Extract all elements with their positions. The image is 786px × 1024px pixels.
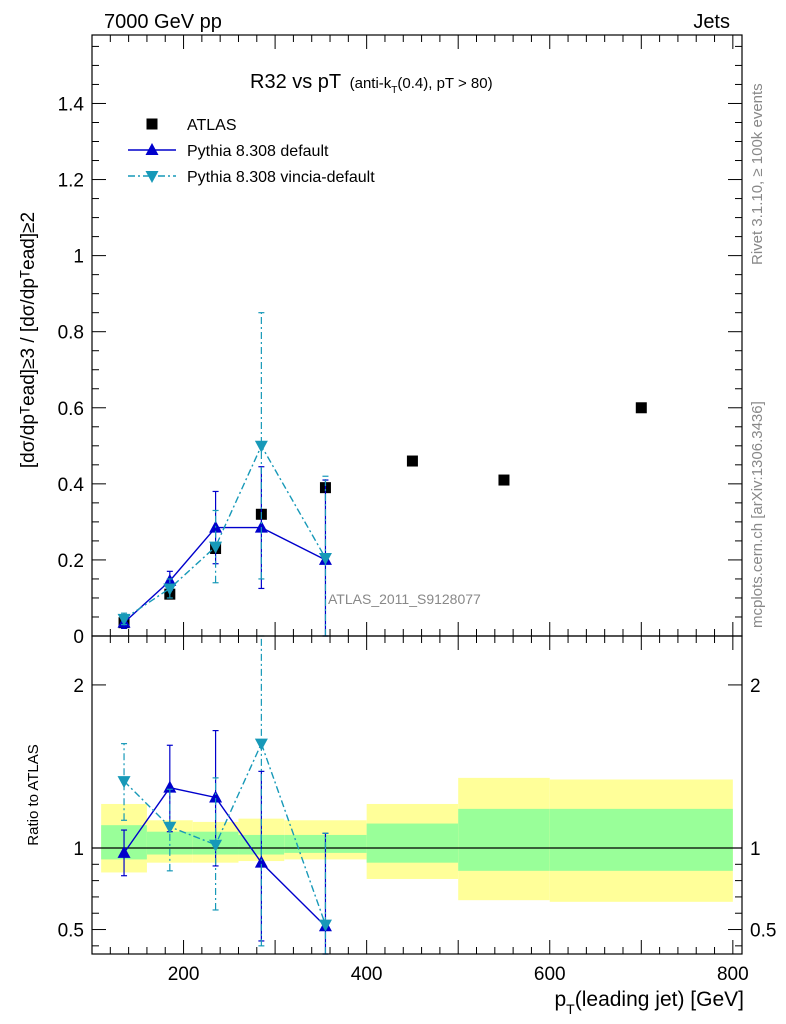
ratio-y-axis-label: Ratio to ATLAS [25, 744, 42, 845]
ratio-ytick-label-left-2: 2 [73, 676, 84, 697]
mcplots-source-label: mcplots.cern.ch [arXiv:1306.3436] [749, 401, 766, 628]
main-ytick-label-4: 0.8 [58, 323, 84, 344]
main-series-2-line [123, 444, 327, 620]
ratio-point-1-4 [318, 919, 332, 932]
main-ytick-label-7: 1.4 [58, 94, 85, 115]
title-main: R32 vs pT [250, 71, 341, 93]
main-ytick-label-2: 0.4 [58, 475, 85, 496]
main-ytick-label-6: 1.2 [58, 171, 84, 192]
main-point-0-6 [498, 474, 510, 486]
main-series-layer [117, 312, 647, 637]
rivet-version-label: Rivet 3.1.10, ≥ 100k events [749, 83, 766, 265]
band-green-5 [366, 823, 459, 863]
main-point-2-1 [163, 583, 177, 596]
ratio-ytick-label-right-0: 0.5 [750, 921, 776, 942]
main-point-2-4 [318, 553, 332, 566]
x-label-sub: T [566, 1001, 575, 1017]
ratio-series-layer [117, 635, 332, 955]
analysis-label: ATLAS_2011_S9128077 [328, 591, 481, 607]
legend: ATLAS Pythia 8.308 default Pythia 8.308 vi… [128, 117, 375, 186]
x-label-pre: p [554, 988, 566, 1011]
ratio-point-1-0 [117, 776, 131, 789]
x-label-post: (leading jet) [GeV] [575, 988, 744, 1011]
band-green-6 [458, 808, 550, 871]
legend-label-1: Pythia 8.308 default [187, 143, 329, 160]
ratio-point-0-1 [163, 780, 177, 793]
title-sub-b: (0.4), pT > 80) [397, 75, 492, 92]
legend-marker-2 [145, 171, 159, 183]
ratio-xtick-label-2: 600 [534, 964, 566, 985]
ratio-point-1-2 [209, 839, 223, 852]
ratio-point-0-2 [209, 790, 223, 803]
main-point-2-3 [254, 440, 268, 453]
main-y-axis-label: [dσ/dpᵀead]≥3 / [dσ/dpᵀead]≥2 [18, 212, 39, 468]
main-point-0-7 [635, 402, 647, 414]
band-green-1 [146, 831, 193, 855]
main-ytick-label-0: 0 [73, 627, 84, 648]
title-sub-sub: T [391, 85, 397, 96]
main-series-2 [117, 312, 332, 637]
ratio-series-1 [117, 635, 332, 955]
main-ytick-label-1: 0.2 [58, 551, 84, 572]
header-energy: 7000 GeV pp [104, 11, 222, 33]
ratio-ytick-label-left-1: 1 [73, 839, 84, 860]
main-point-0-5 [406, 455, 418, 467]
ratio-point-1-1 [163, 821, 177, 834]
main-series-1-line [123, 526, 326, 624]
ratio-point-0-0 [117, 845, 131, 858]
band-green-7 [549, 808, 733, 871]
main-point-2-0 [117, 613, 131, 626]
ratio-ytick-label-right-1: 1 [750, 839, 761, 860]
x-axis-label: pT(leading jet) [GeV] [554, 988, 744, 1017]
main-ytick-label-5: 1 [73, 247, 84, 268]
title-sub-a: (anti-k [350, 75, 392, 92]
ratio-axis-ticks: 200 400 600 800 0.5 0.5 1 1 2 2 [58, 636, 776, 985]
ratio-plot-frame [91, 635, 743, 955]
ratio-xtick-label-0: 200 [168, 964, 200, 985]
main-title: R32 vs pT (anti-kT(0.4), pT > 80) [250, 71, 493, 96]
main-axis-ticks: 0 0.2 0.4 0.6 0.8 1 1.2 1.4 [58, 35, 742, 648]
ratio-series-1-line [123, 741, 327, 925]
legend-marker-1 [145, 143, 159, 155]
main-point-1-3 [254, 520, 268, 533]
ratio-uncertainty-bands [92, 777, 742, 902]
legend-marker-0 [146, 118, 158, 130]
ratio-xtick-label-3: 800 [717, 964, 749, 985]
main-ytick-label-3: 0.6 [58, 399, 84, 420]
legend-label-2: Pythia 8.308 vincia-default [187, 169, 375, 186]
ratio-ytick-label-left-0: 0.5 [58, 921, 84, 942]
ratio-point-0-3 [254, 855, 268, 868]
legend-label-0: ATLAS [187, 117, 237, 134]
header-process: Jets [693, 11, 730, 33]
main-series-1 [117, 466, 332, 637]
ratio-xtick-label-1: 400 [351, 964, 383, 985]
ratio-ytick-label-right-2: 2 [750, 676, 761, 697]
ratio-point-1-3 [254, 738, 268, 751]
main-point-2-2 [209, 541, 223, 554]
